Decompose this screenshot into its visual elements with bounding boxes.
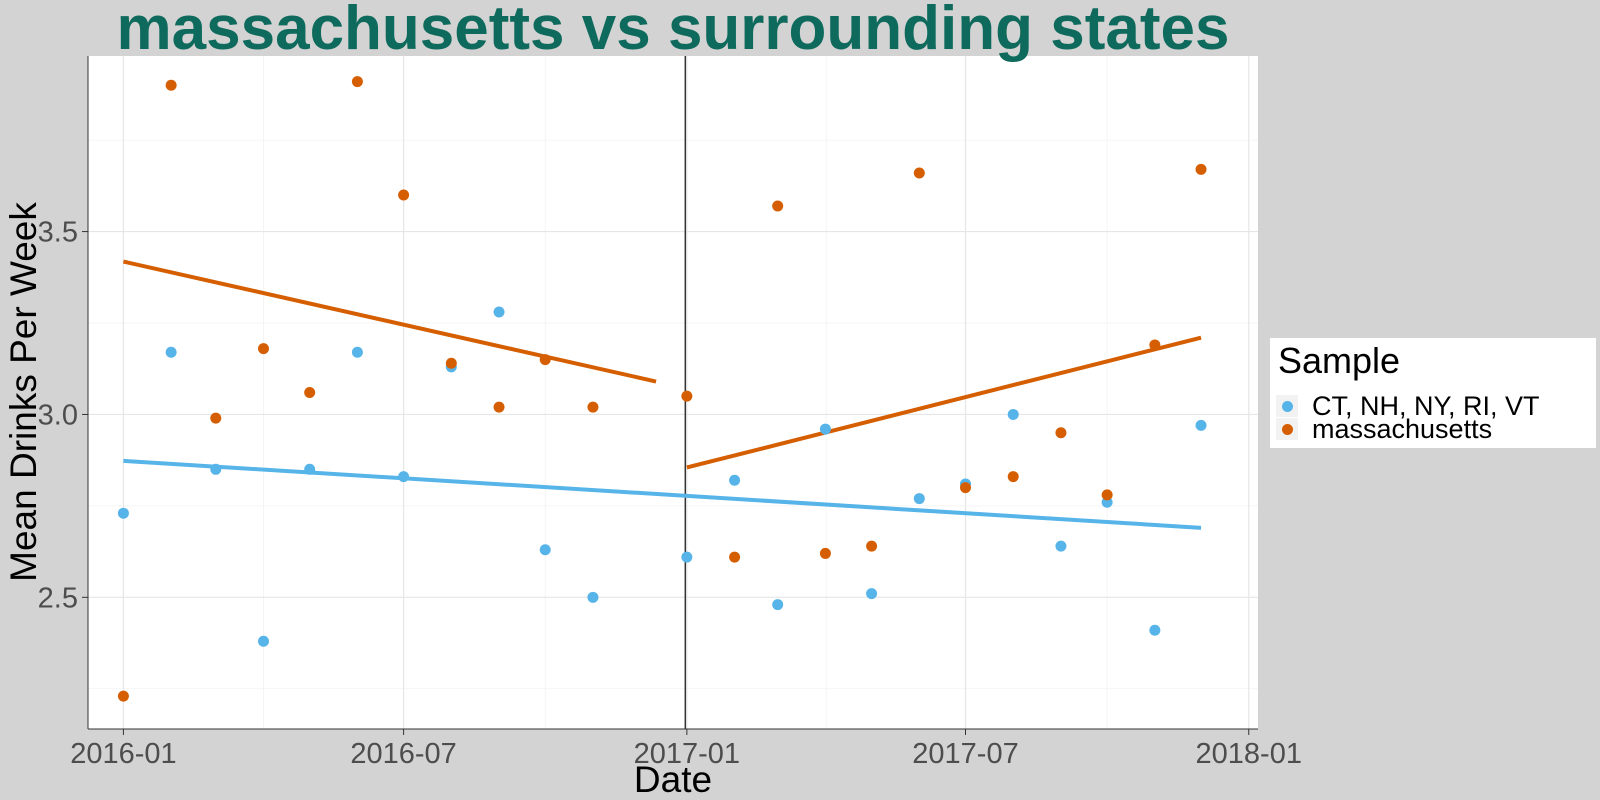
data-point	[729, 474, 741, 486]
x-tick-label: 2018-01	[1196, 738, 1302, 770]
y-tick-label: 2.5	[38, 582, 78, 614]
data-point	[210, 412, 222, 424]
chart-title: massachusetts vs surrounding states	[116, 0, 1230, 63]
data-point	[1195, 163, 1207, 175]
data-point	[681, 390, 693, 402]
legend-dot	[1282, 401, 1293, 412]
data-point	[1055, 540, 1067, 552]
x-axis-ticks: 2016-01 2016-07 2017-01 2017-07 2018-01	[70, 729, 1302, 770]
data-point	[445, 357, 457, 369]
x-axis-label: Date	[634, 759, 712, 800]
legend-title: Sample	[1278, 340, 1401, 381]
x-tick-label: 2016-01	[70, 738, 176, 770]
y-tick-label: 3.5	[38, 217, 78, 249]
data-point	[913, 167, 925, 179]
data-point	[304, 387, 316, 398]
data-point	[165, 79, 177, 91]
legend: Sample CT, NH, NY, RI, VT massachusetts	[1270, 338, 1596, 448]
x-tick-label: 2017-07	[912, 738, 1018, 770]
data-point	[351, 346, 363, 358]
data-points	[117, 76, 1207, 702]
data-point	[681, 551, 693, 563]
data-point	[493, 401, 505, 413]
data-point	[819, 423, 831, 435]
data-point	[539, 354, 551, 366]
data-point	[587, 591, 599, 603]
data-point	[1149, 339, 1161, 351]
trend-line	[122, 259, 657, 384]
trend-line	[123, 458, 1202, 530]
data-point	[1149, 624, 1161, 636]
x-tick-label: 2017-01	[634, 738, 740, 770]
y-tick-label: 3.0	[38, 399, 78, 431]
legend-label: massachusetts	[1312, 413, 1493, 444]
legend-label: CT, NH, NY, RI, VT	[1312, 390, 1540, 421]
data-point	[1195, 419, 1207, 431]
y-axis-ticks: 2.5 3.0 3.5	[38, 217, 88, 614]
data-point	[539, 544, 551, 556]
data-point	[117, 690, 129, 702]
legend-item-massachusetts: massachusetts	[1276, 414, 1492, 444]
data-point	[587, 401, 599, 413]
legend-key	[1276, 418, 1298, 440]
data-point	[493, 306, 505, 318]
data-point	[866, 540, 878, 552]
legend-key	[1276, 395, 1298, 417]
data-point	[1007, 471, 1019, 483]
data-point	[398, 189, 410, 201]
trend-line	[686, 335, 1202, 470]
trend-lines	[122, 259, 1202, 530]
data-point	[304, 463, 316, 475]
x-tick-label: 2016-07	[350, 738, 456, 770]
data-point	[960, 482, 971, 494]
data-point	[772, 200, 784, 212]
data-point	[117, 507, 129, 519]
data-point	[1055, 427, 1067, 439]
data-point	[866, 588, 878, 600]
plot-panel	[88, 56, 1258, 729]
data-point	[258, 343, 269, 355]
data-point	[398, 471, 410, 483]
data-point	[210, 463, 222, 475]
data-point	[351, 76, 363, 88]
data-point	[258, 635, 269, 647]
data-point	[1101, 489, 1113, 501]
grid-lines	[88, 56, 1258, 729]
data-point	[165, 346, 177, 358]
data-point	[819, 547, 831, 559]
legend-item-ct-nh-ny-ri-vt: CT, NH, NY, RI, VT	[1276, 391, 1540, 421]
data-point	[729, 551, 741, 563]
y-axis-label: Mean Drinks Per Week	[3, 202, 44, 582]
data-point	[913, 493, 925, 505]
legend-dot	[1282, 424, 1293, 435]
data-point	[772, 599, 784, 611]
data-point	[1007, 408, 1019, 420]
